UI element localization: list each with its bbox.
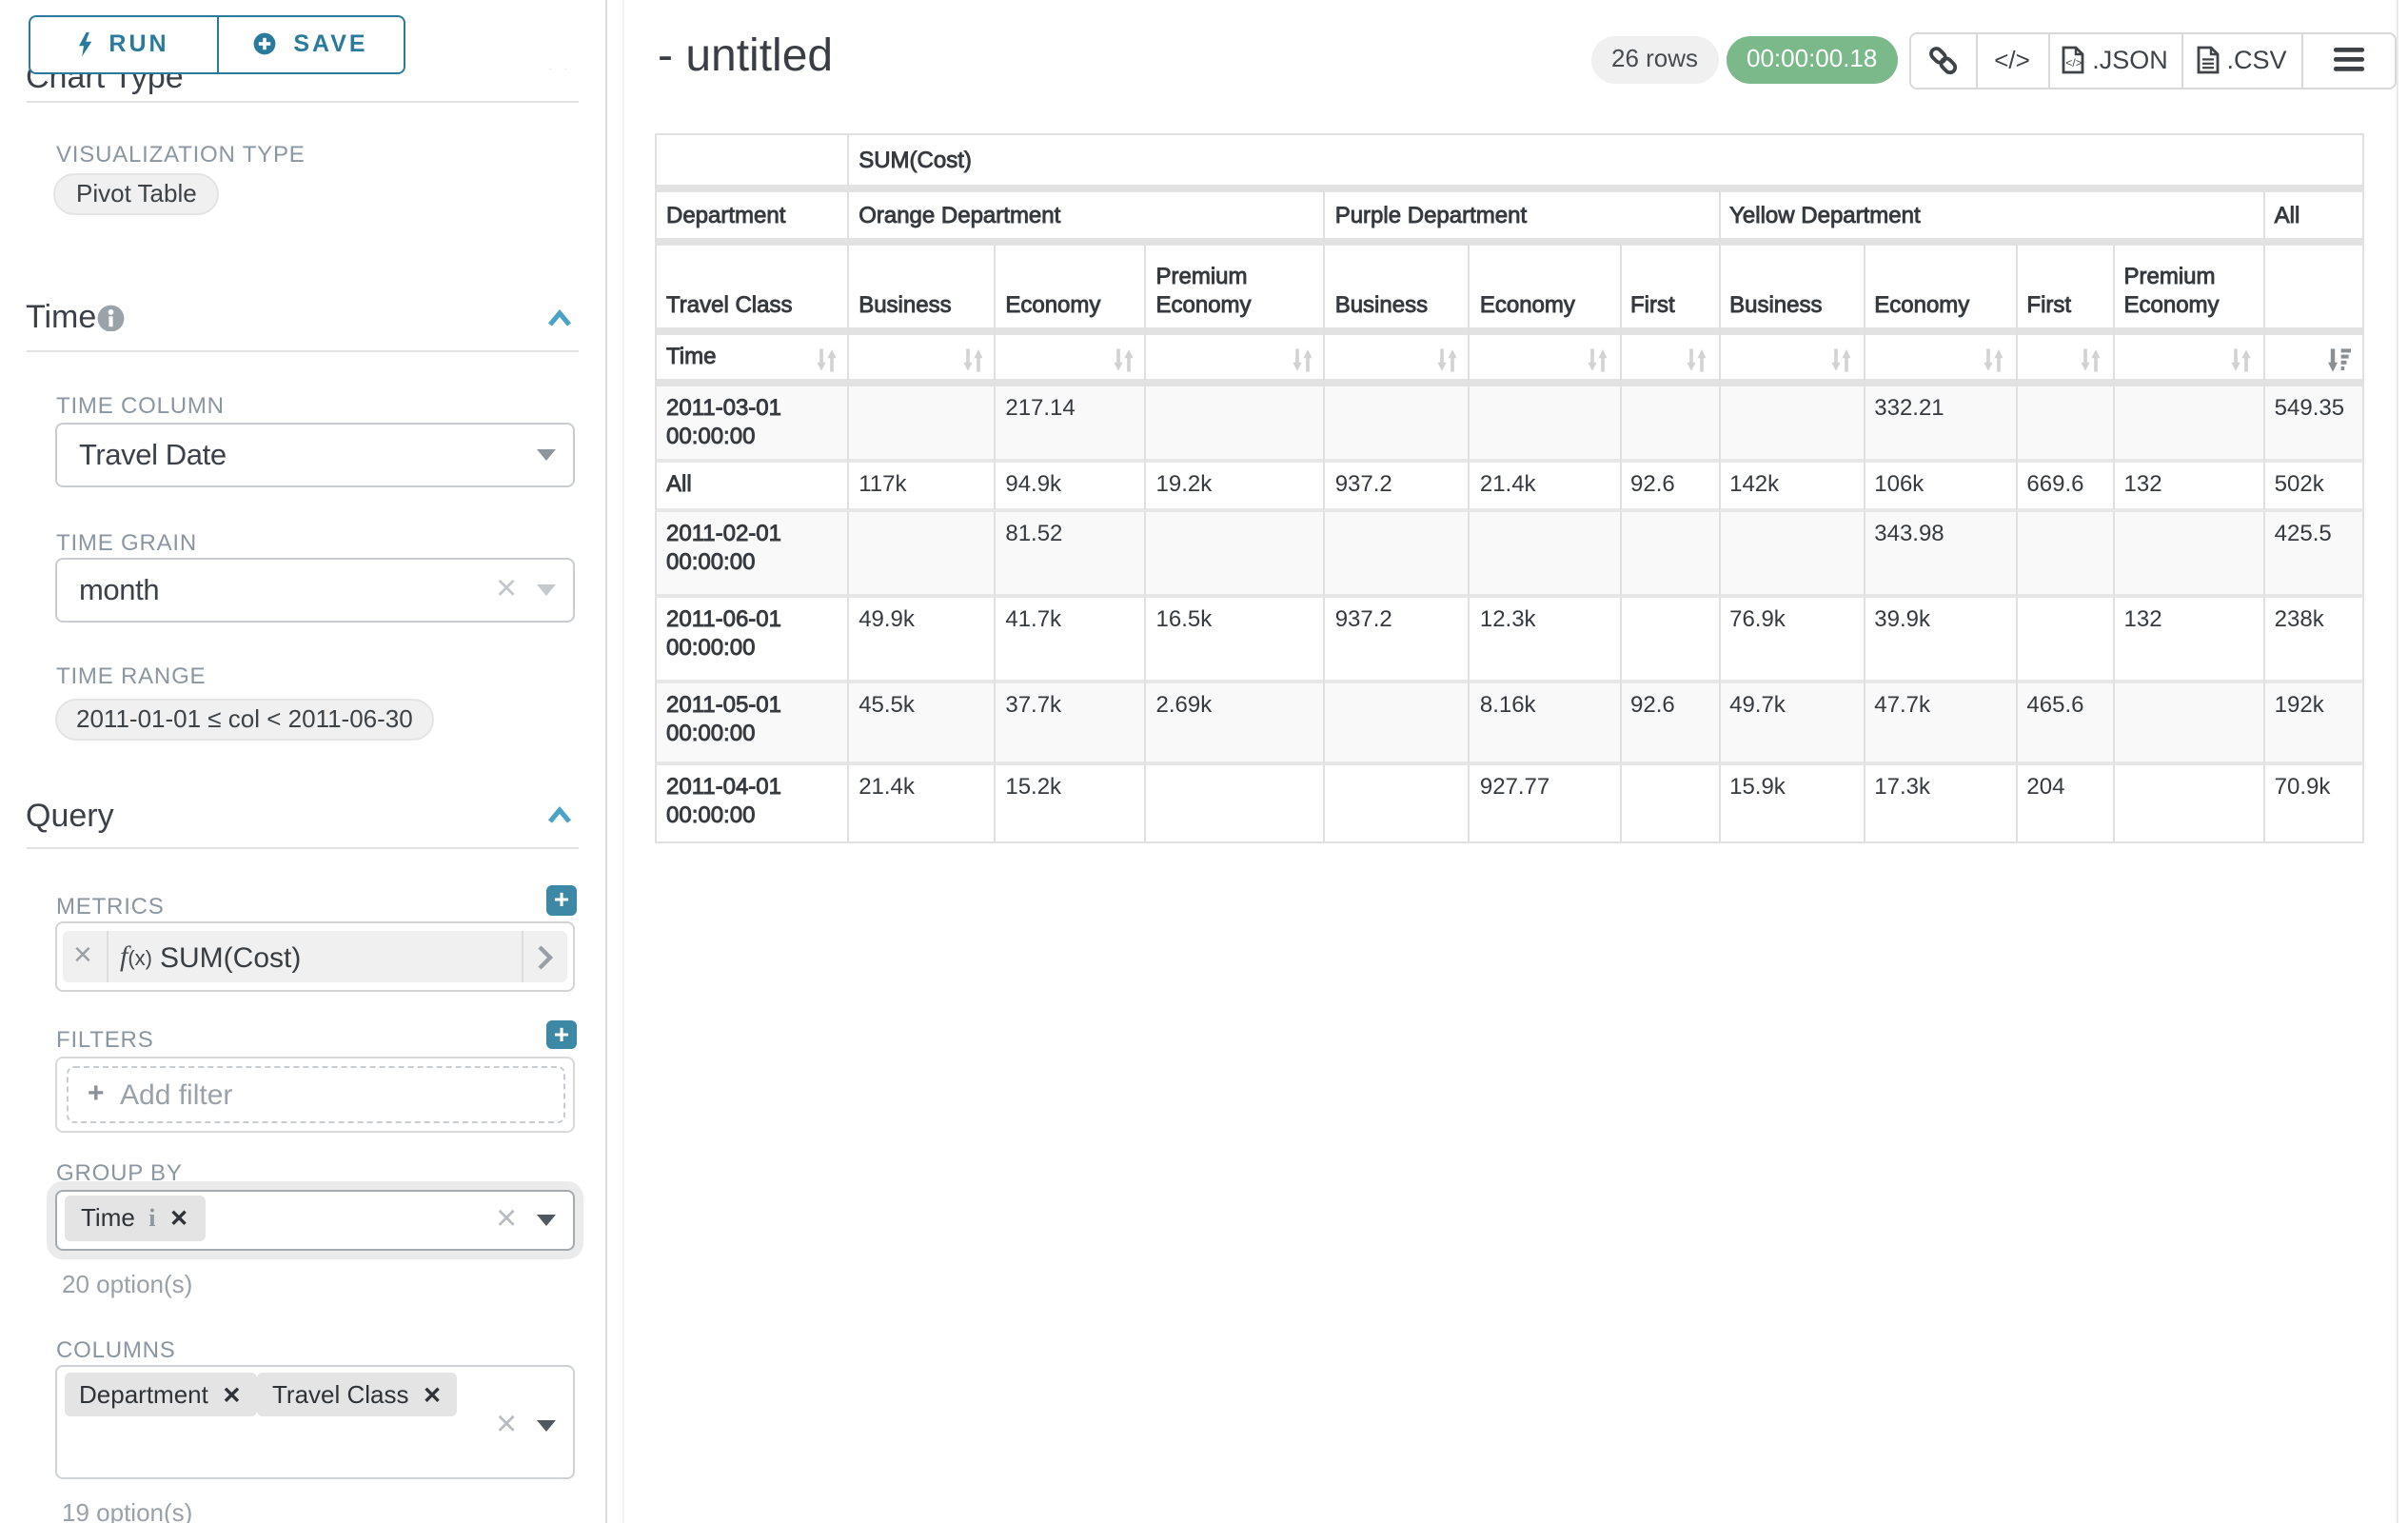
svg-text:</>: </> bbox=[2066, 56, 2082, 69]
